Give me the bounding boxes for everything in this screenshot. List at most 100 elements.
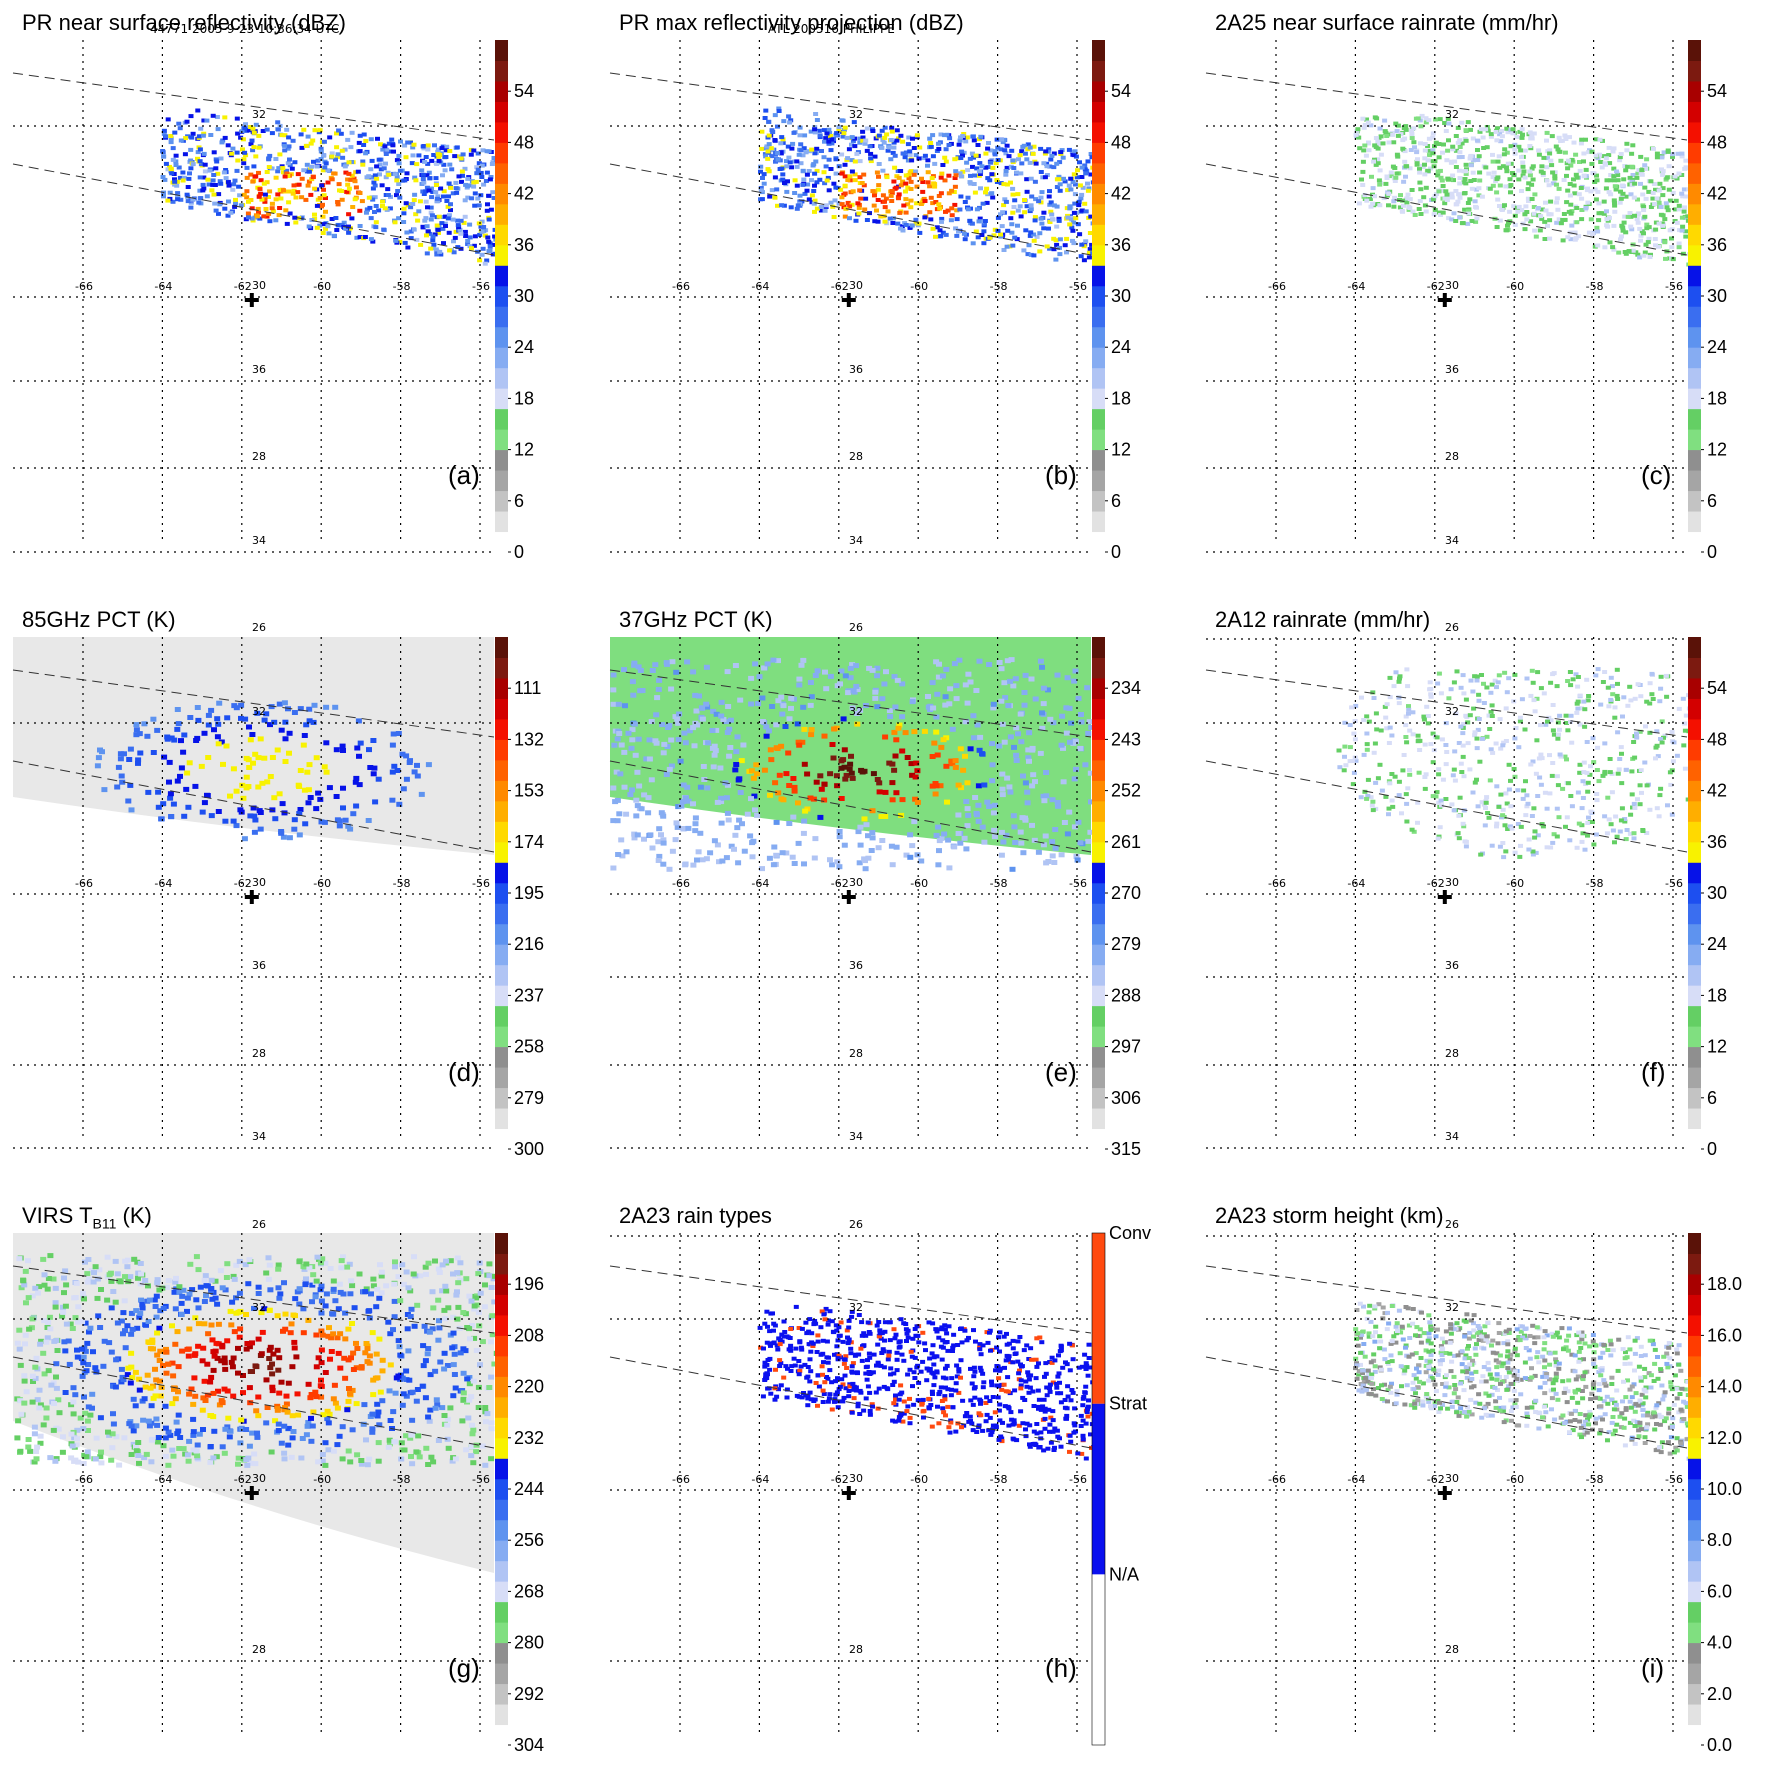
precip-cell [175, 197, 181, 202]
brightness-cell [874, 777, 881, 782]
precip-cell [1414, 150, 1420, 155]
precip-cell [882, 135, 888, 140]
precip-cell [946, 143, 952, 147]
precip-cell [475, 167, 481, 172]
precip-cell [176, 165, 182, 170]
precip-cell [1565, 235, 1571, 240]
precip-cell [1088, 214, 1094, 219]
precip-cell [488, 207, 494, 212]
rainrate-cell [1373, 711, 1379, 716]
brightness-cell [245, 784, 252, 789]
brightness-cell [858, 767, 865, 773]
brightness-cell [227, 1428, 234, 1434]
precip-cell [1503, 184, 1509, 189]
rainrate-cell [1336, 748, 1342, 753]
precip-cell [243, 153, 249, 158]
brightness-cell [160, 801, 167, 807]
precip-cell [185, 199, 191, 204]
rainrate-cell [1512, 774, 1518, 779]
brightness-cell [962, 753, 968, 759]
colorbar-segment [1688, 80, 1701, 102]
precip-cell [949, 213, 955, 218]
rainrate-cell [1590, 736, 1596, 741]
precip-cell [261, 214, 267, 219]
colorbar-segment [495, 142, 508, 164]
precip-cell [788, 205, 794, 210]
colorbar-tick-label: 54 [1707, 81, 1727, 101]
brightness-cell [909, 843, 916, 849]
brightness-cell [1013, 752, 1020, 758]
brightness-cell [767, 747, 774, 753]
precip-cell [1610, 245, 1616, 250]
precip-cell [459, 179, 464, 184]
colorbar-tick-label: 24 [514, 337, 534, 357]
precip-cell [189, 135, 195, 140]
brightness-cell [664, 744, 671, 749]
precip-cell [759, 129, 765, 134]
rainrate-cell [1470, 689, 1476, 694]
brightness-cell [201, 730, 208, 736]
precip-cell [1612, 184, 1618, 189]
precip-cell [1353, 132, 1359, 137]
precip-cell [421, 192, 427, 196]
precip-cell [1558, 221, 1564, 226]
precip-cell [1057, 160, 1063, 165]
precip-cell [487, 244, 493, 249]
precip-cell [1589, 149, 1595, 154]
brightness-cell [252, 751, 259, 757]
precip-cell [456, 174, 462, 179]
precip-cell [1564, 173, 1569, 178]
rainrate-cell [1521, 788, 1527, 793]
precip-cell [258, 191, 264, 196]
colorbar-segment [1092, 347, 1105, 369]
precip-cell [218, 156, 224, 161]
precip-cell [329, 177, 335, 182]
precip-cell [1527, 130, 1533, 135]
precip-cell [1056, 218, 1062, 223]
precip-cell [292, 160, 298, 165]
precip-cell [856, 205, 862, 210]
precip-cell [1042, 175, 1048, 180]
panel-d: -66 -64 -62 -60 -58 -56 36 34 32 30 28 26 300 279 258 2… [0, 363, 590, 1237]
precip-cell [942, 133, 947, 138]
colorbar-segment [1688, 718, 1701, 740]
rainrate-cell [1586, 694, 1592, 698]
precip-cell [812, 151, 818, 156]
precip-cell [1589, 161, 1595, 166]
precip-cell [422, 159, 428, 164]
brightness-cell [659, 722, 666, 728]
precip-cell [900, 179, 906, 184]
rainrate-cell [1616, 767, 1622, 772]
brightness-cell [800, 704, 807, 710]
brightness-cell [193, 1254, 200, 1260]
brightness-cell [347, 826, 354, 832]
lon-tick-label: -56 [472, 280, 490, 293]
precip-cell [1404, 200, 1410, 205]
rainrate-cell [1446, 696, 1452, 701]
rainrate-cell [1600, 773, 1606, 778]
precip-cell [1426, 148, 1432, 153]
precip-cell [826, 127, 832, 132]
rainrate-cell [1548, 680, 1554, 685]
precip-cell [195, 108, 201, 113]
precip-cell [1497, 132, 1503, 137]
precip-cell [320, 214, 326, 219]
precip-cell [759, 197, 765, 202]
brightness-cell [300, 1306, 307, 1312]
brightness-cell [137, 1310, 144, 1316]
brightness-cell [1075, 695, 1082, 701]
brightness-cell [989, 778, 996, 784]
rainrate-cell [1476, 692, 1482, 697]
precip-cell [334, 228, 340, 232]
precip-cell [266, 195, 271, 199]
precip-cell [366, 174, 372, 179]
precip-cell [368, 216, 374, 221]
brightness-cell [1011, 744, 1017, 750]
precip-cell [1070, 238, 1075, 243]
precip-cell [916, 156, 922, 161]
brightness-cell [150, 750, 157, 755]
rainrate-cell [1475, 804, 1481, 809]
precip-cell [284, 221, 290, 226]
colorbar-segment [495, 637, 508, 658]
precip-cell [188, 205, 194, 210]
